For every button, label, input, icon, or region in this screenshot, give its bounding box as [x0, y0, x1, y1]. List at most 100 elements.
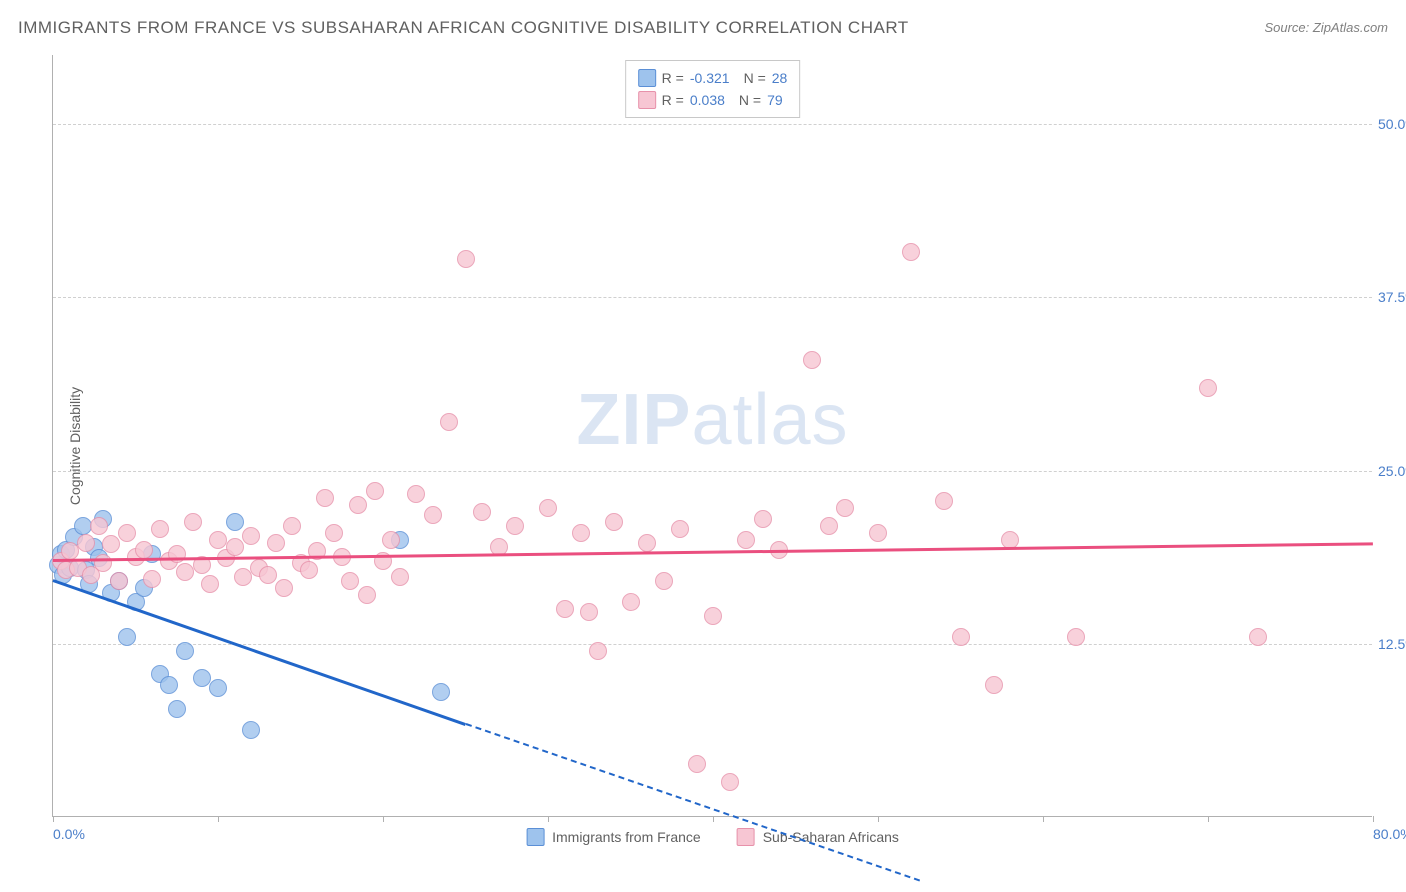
data-point-series-1	[902, 243, 920, 261]
data-point-series-1	[382, 531, 400, 549]
data-point-series-1	[1249, 628, 1267, 646]
data-point-series-1	[605, 513, 623, 531]
x-tick	[713, 816, 714, 822]
data-point-series-1	[341, 572, 359, 590]
swatch-bottom-1	[737, 828, 755, 846]
data-point-series-0	[118, 628, 136, 646]
data-point-series-1	[267, 534, 285, 552]
data-point-series-1	[506, 517, 524, 535]
data-point-series-1	[638, 534, 656, 552]
y-tick-label: 12.5%	[1378, 636, 1406, 652]
data-point-series-1	[176, 563, 194, 581]
data-point-series-1	[721, 773, 739, 791]
data-point-series-0	[168, 700, 186, 718]
r-value-1: 0.038	[690, 92, 725, 108]
data-point-series-1	[77, 534, 95, 552]
data-point-series-1	[366, 482, 384, 500]
data-point-series-1	[935, 492, 953, 510]
data-point-series-1	[952, 628, 970, 646]
legend-series: Immigrants from France Sub-Saharan Afric…	[526, 828, 899, 846]
x-tick	[1208, 816, 1209, 822]
data-point-series-1	[110, 572, 128, 590]
watermark-zip: ZIP	[576, 380, 691, 460]
legend-item-1: Sub-Saharan Africans	[737, 828, 899, 846]
data-point-series-0	[193, 669, 211, 687]
data-point-series-1	[655, 572, 673, 590]
data-point-series-1	[391, 568, 409, 586]
data-point-series-1	[754, 510, 772, 528]
r-label: R =	[662, 92, 684, 108]
data-point-series-1	[201, 575, 219, 593]
data-point-series-1	[90, 517, 108, 535]
data-point-series-1	[135, 541, 153, 559]
gridline	[53, 297, 1372, 298]
data-point-series-0	[74, 517, 92, 535]
data-point-series-1	[226, 538, 244, 556]
data-point-series-1	[184, 513, 202, 531]
data-point-series-1	[259, 566, 277, 584]
n-label: N =	[739, 92, 761, 108]
legend-item-0: Immigrants from France	[526, 828, 701, 846]
data-point-series-1	[283, 517, 301, 535]
data-point-series-1	[539, 499, 557, 517]
data-point-series-0	[209, 679, 227, 697]
data-point-series-1	[424, 506, 442, 524]
data-point-series-1	[704, 607, 722, 625]
data-point-series-0	[432, 683, 450, 701]
chart-title: IMMIGRANTS FROM FRANCE VS SUBSAHARAN AFR…	[18, 18, 1388, 38]
data-point-series-1	[556, 600, 574, 618]
data-point-series-1	[985, 676, 1003, 694]
x-tick	[218, 816, 219, 822]
x-tick	[878, 816, 879, 822]
legend-label-0: Immigrants from France	[552, 829, 701, 845]
legend-stats-row-0: R = -0.321 N = 28	[638, 67, 788, 89]
swatch-series-0	[638, 69, 656, 87]
data-point-series-0	[160, 676, 178, 694]
data-point-series-1	[407, 485, 425, 503]
source-label: Source: ZipAtlas.com	[1264, 20, 1388, 35]
data-point-series-1	[622, 593, 640, 611]
data-point-series-1	[589, 642, 607, 660]
data-point-series-1	[803, 351, 821, 369]
data-point-series-1	[61, 542, 79, 560]
gridline	[53, 124, 1372, 125]
data-point-series-1	[316, 489, 334, 507]
trend-line	[53, 579, 466, 725]
watermark: ZIPatlas	[576, 379, 848, 461]
trend-line-dashed	[465, 723, 919, 881]
data-point-series-1	[869, 524, 887, 542]
data-point-series-1	[234, 568, 252, 586]
data-point-series-1	[671, 520, 689, 538]
data-point-series-1	[325, 524, 343, 542]
data-point-series-1	[349, 496, 367, 514]
data-point-series-1	[580, 603, 598, 621]
swatch-series-1	[638, 91, 656, 109]
x-tick	[1373, 816, 1374, 822]
data-point-series-1	[688, 755, 706, 773]
n-value-1: 79	[767, 92, 783, 108]
r-value-0: -0.321	[690, 70, 730, 86]
x-tick	[53, 816, 54, 822]
data-point-series-1	[209, 531, 227, 549]
data-point-series-1	[118, 524, 136, 542]
y-tick-label: 37.5%	[1378, 289, 1406, 305]
data-point-series-1	[275, 579, 293, 597]
data-point-series-1	[168, 545, 186, 563]
gridline	[53, 471, 1372, 472]
legend-stats: R = -0.321 N = 28 R = 0.038 N = 79	[625, 60, 801, 118]
data-point-series-1	[300, 561, 318, 579]
scatter-plot: ZIPatlas R = -0.321 N = 28 R = 0.038 N =…	[52, 55, 1372, 817]
n-label: N =	[744, 70, 766, 86]
y-tick-label: 50.0%	[1378, 116, 1406, 132]
data-point-series-1	[457, 250, 475, 268]
y-tick-label: 25.0%	[1378, 463, 1406, 479]
data-point-series-1	[102, 535, 120, 553]
n-value-0: 28	[772, 70, 788, 86]
trend-line	[53, 543, 1373, 562]
data-point-series-0	[226, 513, 244, 531]
legend-stats-row-1: R = 0.038 N = 79	[638, 89, 788, 111]
x-tick	[1043, 816, 1044, 822]
data-point-series-1	[836, 499, 854, 517]
watermark-atlas: atlas	[691, 380, 848, 460]
data-point-series-0	[242, 721, 260, 739]
